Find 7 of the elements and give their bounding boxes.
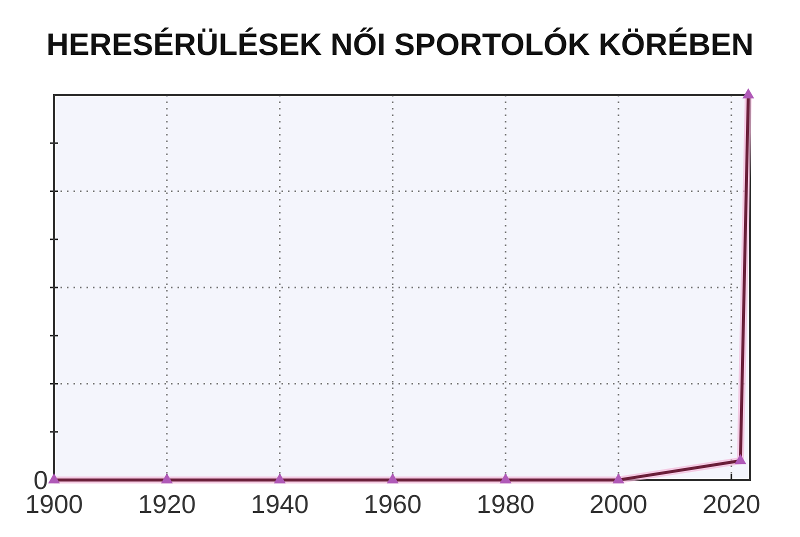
chart-title: HERESÉRÜLÉSEK NŐI SPORTOLÓK KÖRÉBEN	[46, 27, 754, 62]
x-tick-label: 2000	[590, 489, 648, 519]
x-tick-label: 2020	[702, 489, 760, 519]
x-tick-label: 1960	[364, 489, 422, 519]
x-tick-label: 1920	[138, 489, 196, 519]
x-tick-label: 1940	[250, 489, 309, 519]
x-tick-label: 1980	[476, 489, 535, 519]
